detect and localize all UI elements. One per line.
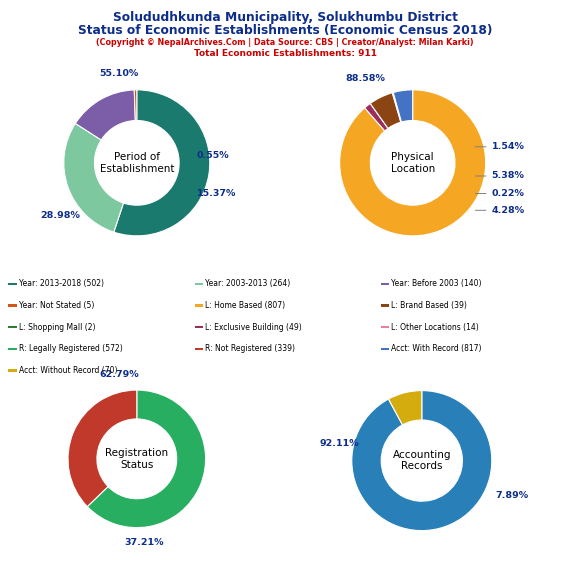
Text: L: Brand Based (39): L: Brand Based (39): [391, 301, 467, 310]
Wedge shape: [365, 104, 388, 131]
Text: Year: 2013-2018 (502): Year: 2013-2018 (502): [19, 279, 104, 288]
Text: 5.38%: 5.38%: [475, 172, 524, 181]
Text: R: Legally Registered (572): R: Legally Registered (572): [19, 344, 123, 353]
FancyBboxPatch shape: [381, 283, 389, 285]
Text: 37.21%: 37.21%: [124, 538, 164, 547]
Wedge shape: [135, 90, 137, 120]
Text: Physical
Location: Physical Location: [390, 152, 435, 174]
FancyBboxPatch shape: [9, 304, 17, 307]
Text: Status of Economic Establishments (Economic Census 2018): Status of Economic Establishments (Econo…: [78, 24, 492, 37]
Text: 88.58%: 88.58%: [345, 75, 385, 83]
Text: 0.22%: 0.22%: [475, 189, 524, 198]
Wedge shape: [87, 390, 206, 528]
FancyBboxPatch shape: [195, 304, 203, 307]
FancyBboxPatch shape: [195, 283, 203, 285]
FancyBboxPatch shape: [9, 283, 17, 285]
Wedge shape: [370, 93, 401, 128]
Wedge shape: [75, 90, 135, 140]
Text: 92.11%: 92.11%: [319, 438, 359, 447]
Text: L: Other Locations (14): L: Other Locations (14): [391, 323, 479, 332]
Text: 1.54%: 1.54%: [475, 142, 524, 151]
Wedge shape: [393, 90, 413, 122]
Text: 55.10%: 55.10%: [99, 70, 138, 78]
Text: (Copyright © NepalArchives.Com | Data Source: CBS | Creator/Analyst: Milan Karki: (Copyright © NepalArchives.Com | Data So…: [96, 38, 474, 47]
FancyBboxPatch shape: [195, 348, 203, 350]
Text: Acct: With Record (817): Acct: With Record (817): [391, 344, 482, 353]
Wedge shape: [352, 390, 492, 531]
Text: Year: Not Stated (5): Year: Not Stated (5): [19, 301, 94, 310]
Text: Acct: Without Record (70): Acct: Without Record (70): [19, 366, 117, 375]
Text: 4.28%: 4.28%: [475, 206, 524, 215]
FancyBboxPatch shape: [195, 326, 203, 328]
Text: Accounting
Records: Accounting Records: [393, 450, 451, 471]
FancyBboxPatch shape: [381, 304, 389, 307]
FancyBboxPatch shape: [9, 369, 17, 372]
Text: L: Home Based (807): L: Home Based (807): [205, 301, 285, 310]
FancyBboxPatch shape: [9, 348, 17, 350]
Text: 15.37%: 15.37%: [197, 189, 236, 198]
Text: 62.79%: 62.79%: [100, 370, 140, 380]
Wedge shape: [68, 390, 137, 507]
FancyBboxPatch shape: [381, 348, 389, 350]
FancyBboxPatch shape: [381, 326, 389, 328]
Text: Year: 2003-2013 (264): Year: 2003-2013 (264): [205, 279, 290, 288]
Text: Solududhkunda Municipality, Solukhumbu District: Solududhkunda Municipality, Solukhumbu D…: [112, 11, 458, 25]
Wedge shape: [114, 90, 210, 236]
Wedge shape: [340, 90, 486, 236]
Text: L: Shopping Mall (2): L: Shopping Mall (2): [19, 323, 95, 332]
FancyBboxPatch shape: [9, 326, 17, 328]
Text: 7.89%: 7.89%: [495, 491, 528, 500]
Text: L: Exclusive Building (49): L: Exclusive Building (49): [205, 323, 302, 332]
Text: R: Not Registered (339): R: Not Registered (339): [205, 344, 295, 353]
Wedge shape: [392, 92, 401, 122]
Text: 28.98%: 28.98%: [40, 211, 80, 220]
Text: 0.55%: 0.55%: [197, 151, 229, 160]
Text: Year: Before 2003 (140): Year: Before 2003 (140): [391, 279, 482, 288]
Text: Registration
Status: Registration Status: [105, 448, 168, 470]
Text: Period of
Establishment: Period of Establishment: [100, 152, 174, 174]
Wedge shape: [389, 390, 422, 425]
Text: Total Economic Establishments: 911: Total Economic Establishments: 911: [193, 49, 377, 58]
Wedge shape: [64, 124, 124, 232]
